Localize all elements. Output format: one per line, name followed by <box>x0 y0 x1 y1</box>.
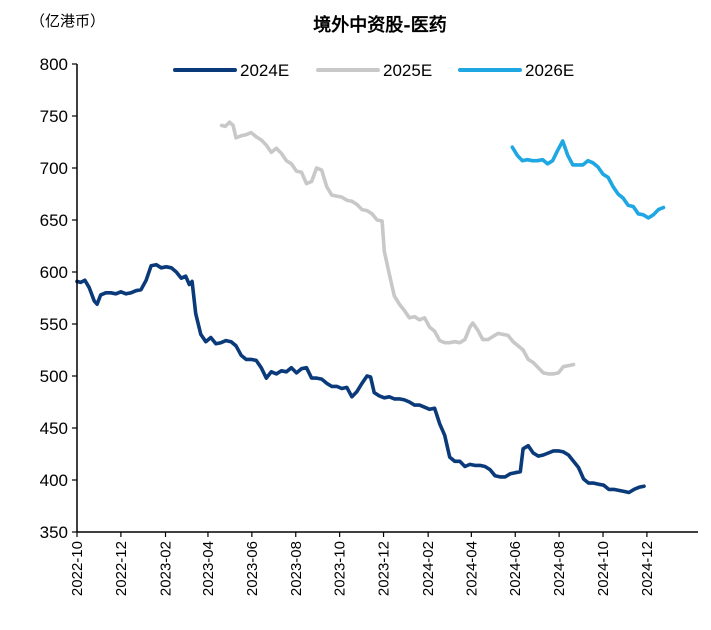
x-tick-label: 2023-12 <box>376 541 393 596</box>
series-layer <box>75 120 666 495</box>
x-tick-label: 2023-08 <box>288 541 305 596</box>
x-tick-label: 2024-02 <box>420 541 437 596</box>
chart-title: 境外中资股-医药 <box>313 14 446 36</box>
x-tick-label: 2024-04 <box>463 541 480 596</box>
y-tick-label: 500 <box>40 367 68 386</box>
unit-label: （亿港币） <box>30 12 105 30</box>
y-tick-label: 450 <box>40 419 68 438</box>
x-tick-label: 2023-04 <box>200 541 217 596</box>
legend: 2024E 2025E 2026E <box>173 61 574 80</box>
x-tick-label: 2024-12 <box>639 541 656 596</box>
series-line-2024e <box>75 262 646 495</box>
x-tick-label: 2022-10 <box>69 541 86 596</box>
x-tick-label: 2024-08 <box>551 541 568 596</box>
legend-label-2024e: 2024E <box>240 61 289 80</box>
y-tick-label: 400 <box>40 471 68 490</box>
y-tick-label: 600 <box>40 263 68 282</box>
series-line-2026e <box>510 139 666 220</box>
y-tick-label: 550 <box>40 315 68 334</box>
series-line-2025e <box>219 120 576 376</box>
y-tick-label: 650 <box>40 211 68 230</box>
y-tick-label: 800 <box>40 55 68 74</box>
axes-layer: 350 400 450 500 550 600 650 700 750 800 2022-10 202… <box>40 55 698 596</box>
legend-label-2025e: 2025E <box>383 61 432 80</box>
x-tick-label: 2023-02 <box>158 541 175 596</box>
y-tick-label: 750 <box>40 107 68 126</box>
y-tick-label: 350 <box>40 523 68 542</box>
x-tick-label: 2023-10 <box>332 541 349 596</box>
x-tick-label: 2024-06 <box>507 541 524 596</box>
x-tick-label: 2024-10 <box>595 541 612 596</box>
x-tick-label: 2022-12 <box>113 541 130 596</box>
y-tick-label: 700 <box>40 159 68 178</box>
x-tick-label: 2023-06 <box>244 541 261 596</box>
legend-label-2026e: 2026E <box>525 61 574 80</box>
